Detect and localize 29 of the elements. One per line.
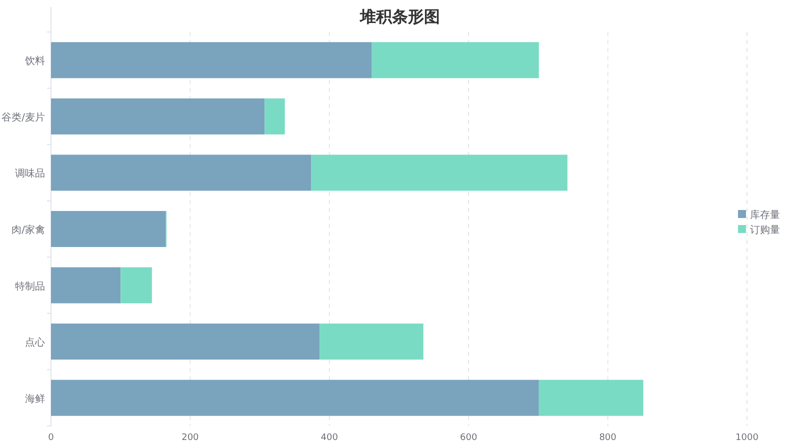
y-tick-label: 海鲜 (25, 392, 45, 405)
y-tick-label: 谷类/麦片 (2, 111, 45, 124)
bar (264, 98, 285, 134)
bar (51, 324, 320, 360)
x-tick-label: 800 (599, 433, 617, 443)
bar (320, 324, 424, 360)
x-tick-label: 1000 (736, 433, 759, 443)
bar (51, 267, 121, 304)
bar (538, 380, 644, 416)
bar (51, 210, 166, 248)
y-tick-label: 点心 (25, 336, 45, 349)
y-tick-label: 肉/家禽 (12, 224, 45, 236)
legend-label: 库存量 (750, 209, 780, 221)
bar (51, 154, 312, 191)
bar (372, 42, 539, 78)
legend-label: 订购量 (750, 224, 780, 236)
x-tick-label: 600 (460, 433, 478, 443)
bar (51, 380, 539, 416)
bar (51, 42, 372, 78)
bar (311, 154, 568, 191)
y-tick-label: 特制品 (15, 280, 45, 292)
x-tick-label: 0 (48, 433, 54, 443)
x-tick-label: 200 (182, 433, 200, 443)
chart-title: 堆积条形图 (359, 7, 440, 26)
bar (51, 98, 265, 134)
y-tick-label: 调味品 (15, 168, 45, 180)
bar (120, 267, 152, 304)
x-tick-label: 400 (320, 433, 338, 443)
y-tick-label: 饮料 (24, 55, 45, 68)
